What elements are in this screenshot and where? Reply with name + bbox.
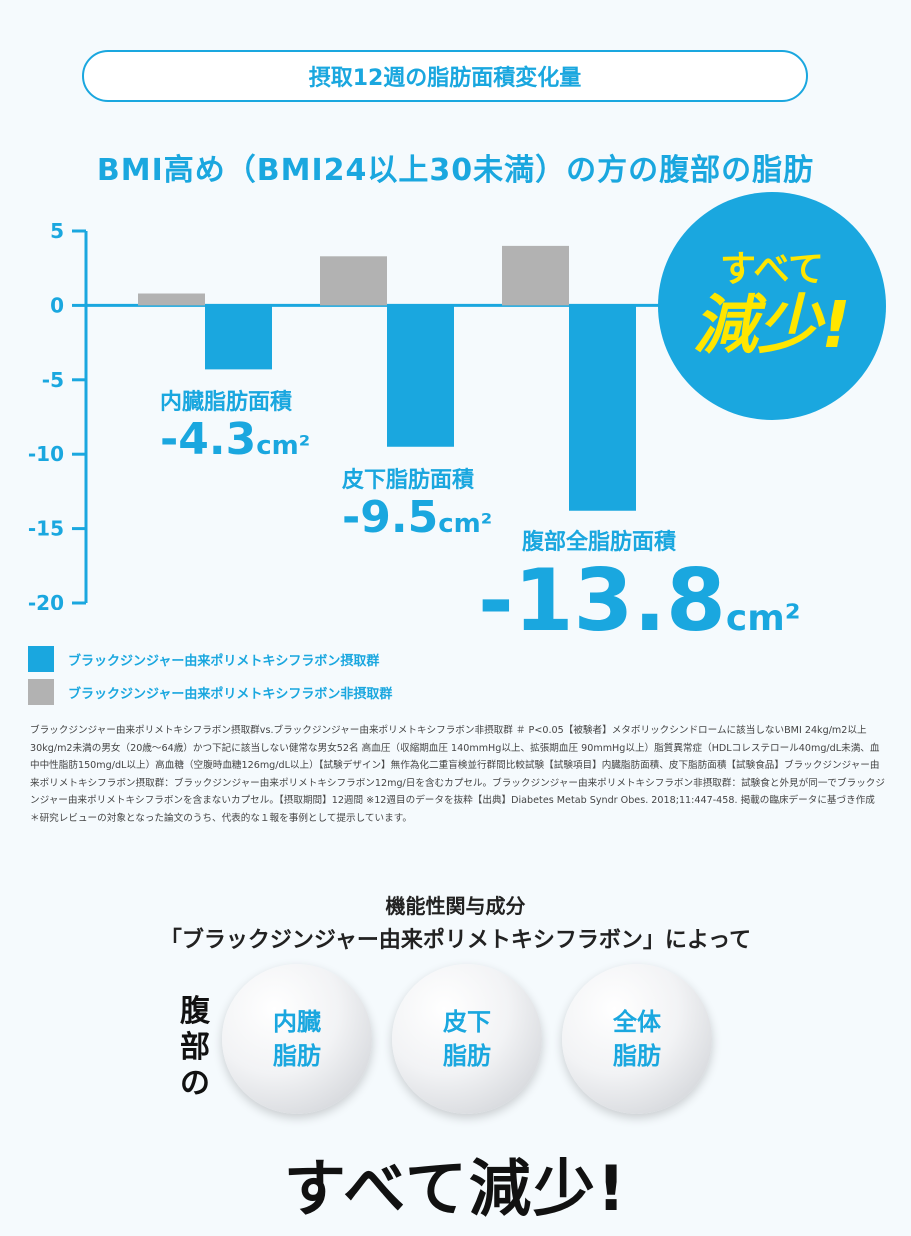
legend-swatch-blue — [28, 646, 54, 672]
y-tick-label: -10 — [28, 442, 64, 466]
legend-swatch-gray — [28, 679, 54, 705]
callout-value: -13.8 — [478, 551, 726, 651]
circle-subcutaneous-fat: 皮下 脂肪 — [392, 964, 542, 1114]
bar-no-intake-1 — [138, 293, 205, 306]
vertical-char: の — [180, 1066, 210, 1101]
callout-unit: cm² — [256, 431, 311, 461]
callout-label: 内臓脂肪面積 — [160, 390, 293, 415]
bar-intake-1 — [205, 305, 272, 370]
legend-item-no-intake: ブラックジンジャー由来ポリメトキシフラボン非摂取群 — [28, 679, 392, 705]
callout-total: 腹部全脂肪面積 -13.8cm² — [478, 530, 801, 645]
callout-unit: cm² — [725, 598, 801, 639]
badge-line2: 減少! — [693, 289, 851, 363]
y-tick-label: 0 — [50, 293, 64, 317]
circle-visceral-fat: 内臓 脂肪 — [222, 964, 372, 1114]
circle-line1: 皮下 — [443, 1008, 491, 1036]
all-decreased-badge: すべて 減少! — [658, 192, 886, 420]
circle-line2: 脂肪 — [273, 1042, 321, 1070]
chart-heading-pill: 摂取12週の脂肪面積変化量 — [82, 50, 808, 102]
circle-line1: 全体 — [613, 1008, 661, 1036]
vertical-char: 腹 — [180, 994, 210, 1029]
vertical-char: 部 — [180, 1030, 210, 1065]
study-footnote: ブラックジンジャー由来ポリメトキシフラボン摂取群vs.ブラックジンジャー由来ポリ… — [30, 725, 885, 824]
vertical-label: 腹 部 の — [175, 994, 215, 1102]
ingredient-name: 「ブラックジンジャー由来ポリメトキシフラボン」によって — [159, 928, 752, 953]
callout-label: 腹部全脂肪面積 — [522, 530, 677, 555]
circle-line1: 内臓 — [273, 1008, 321, 1036]
bar-no-intake-2 — [320, 256, 387, 306]
legend-label: ブラックジンジャー由来ポリメトキシフラボン摂取群 — [68, 653, 380, 669]
callout-value: -9.5 — [342, 492, 439, 543]
circle-line2: 脂肪 — [443, 1042, 491, 1070]
chart-heading: 摂取12週の脂肪面積変化量 — [308, 66, 582, 91]
legend-item-intake: ブラックジンジャー由来ポリメトキシフラボン摂取群 — [28, 646, 379, 672]
callout-unit: cm² — [438, 509, 493, 539]
callout-subcutaneous: 皮下脂肪面積 -9.5cm² — [342, 470, 492, 540]
callout-value: -4.3 — [160, 414, 257, 465]
circle-total-fat: 全体 脂肪 — [562, 964, 712, 1114]
callout-visceral: 内臓脂肪面積 -4.3cm² — [160, 392, 310, 462]
callout-label: 皮下脂肪面積 — [342, 468, 475, 493]
ingredient-heading: 機能性関与成分 — [385, 894, 526, 918]
bar-intake-2 — [387, 305, 454, 447]
legend-label: ブラックジンジャー由来ポリメトキシフラボン非摂取群 — [68, 686, 393, 702]
circle-line2: 脂肪 — [613, 1042, 661, 1070]
y-tick-label: -5 — [42, 368, 64, 392]
y-tick-label: -20 — [28, 591, 64, 610]
y-tick-label: -15 — [28, 517, 64, 541]
final-headline: すべて減少! — [283, 1152, 628, 1225]
badge-line1: すべて — [719, 249, 825, 290]
bar-intake-3 — [569, 305, 636, 511]
bar-chart: 5 0 -5 -10 -15 -20 — [28, 219, 660, 610]
bar-no-intake-3 — [502, 245, 569, 306]
chart-subtitle: BMI高め（BMI24以上30未満）の方の腹部の脂肪 — [96, 153, 815, 188]
y-tick-label: 5 — [50, 219, 64, 243]
